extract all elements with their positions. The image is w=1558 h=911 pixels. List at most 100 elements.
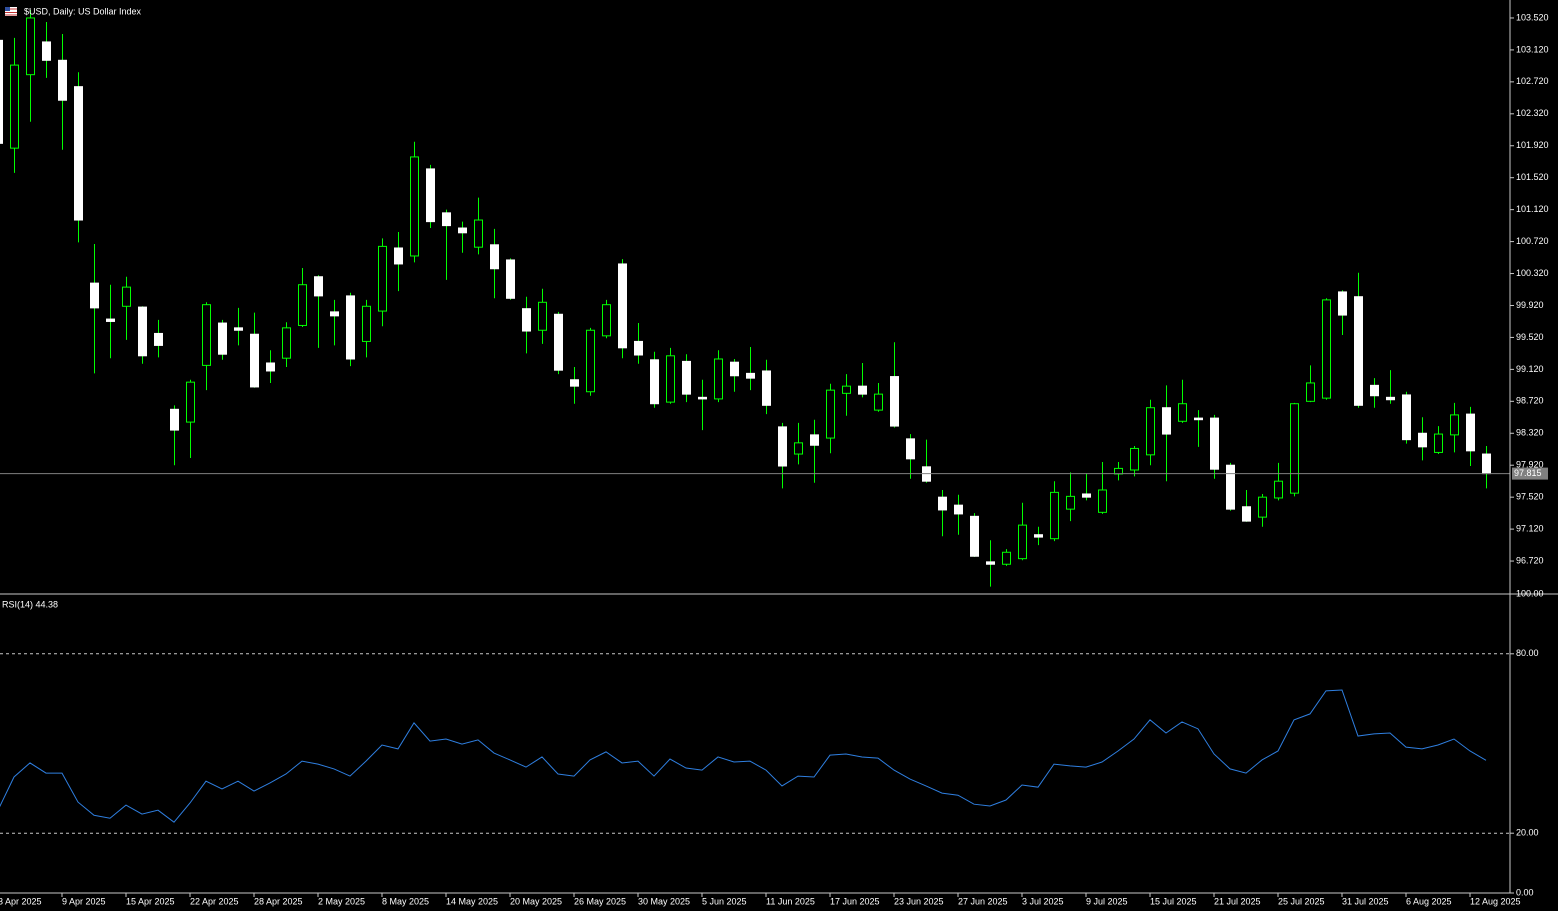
candle-body xyxy=(1210,417,1219,470)
candle-body xyxy=(1370,384,1379,397)
candle-body xyxy=(1178,403,1187,422)
x-tick-label: 21 Jul 2025 xyxy=(1214,896,1261,906)
y-tick-label: 0.00 xyxy=(1516,887,1534,897)
y-tick-label: 100.320 xyxy=(1516,268,1549,278)
candle-body xyxy=(362,305,371,342)
indicator-title: RSI(14) 44.38 xyxy=(2,599,58,609)
candle-body xyxy=(1066,495,1075,510)
x-tick-label: 6 Aug 2025 xyxy=(1406,896,1452,906)
candle-body xyxy=(298,284,307,326)
candle-body xyxy=(122,286,131,307)
candle-body xyxy=(970,515,979,557)
candle-body xyxy=(26,17,35,76)
y-tick-label: 101.120 xyxy=(1516,204,1549,214)
x-tick-label: 8 May 2025 xyxy=(382,896,429,906)
flag-canton xyxy=(5,7,10,11)
y-tick-label: 100.00 xyxy=(1516,588,1544,598)
candle-body xyxy=(1402,394,1411,441)
candle-body xyxy=(186,381,195,423)
y-tick-label: 99.120 xyxy=(1516,364,1544,374)
last-price-box xyxy=(1512,467,1548,480)
y-tick-label: 96.720 xyxy=(1516,555,1544,565)
candle-body xyxy=(810,434,819,446)
candle-body xyxy=(1306,382,1315,402)
candle-body xyxy=(506,259,515,299)
x-tick-label: 14 May 2025 xyxy=(446,896,498,906)
y-tick-label: 97.520 xyxy=(1516,492,1544,502)
candle-body xyxy=(490,244,499,270)
candle-body xyxy=(1338,291,1347,316)
candle-body xyxy=(58,59,67,101)
candle-body xyxy=(1482,453,1491,475)
candle-body xyxy=(634,340,643,356)
y-tick-label: 97.920 xyxy=(1516,460,1544,470)
last-price-label: 97.815 xyxy=(1514,468,1542,478)
candle-body xyxy=(282,327,291,359)
candle-body xyxy=(1082,493,1091,498)
candle-body xyxy=(10,64,19,149)
rsi-line xyxy=(0,689,1487,823)
candle-body xyxy=(1034,534,1043,538)
x-tick-label: 12 Aug 2025 xyxy=(1470,896,1521,906)
y-tick-label: 102.720 xyxy=(1516,76,1549,86)
x-tick-label: 15 Jul 2025 xyxy=(1150,896,1197,906)
x-tick-label: 28 Apr 2025 xyxy=(254,896,303,906)
x-tick-label: 17 Jun 2025 xyxy=(830,896,880,906)
candle-body xyxy=(0,39,3,144)
candle-body xyxy=(906,438,915,460)
candle-body xyxy=(378,245,387,312)
candle-body xyxy=(1162,407,1171,435)
candle-body xyxy=(650,359,659,405)
y-tick-label: 99.520 xyxy=(1516,332,1544,342)
y-tick-label: 103.520 xyxy=(1516,12,1549,22)
candle-body xyxy=(1258,496,1267,518)
candle-body xyxy=(170,408,179,431)
x-tick-label: 30 May 2025 xyxy=(638,896,690,906)
candle-body xyxy=(1098,489,1107,513)
candle-body xyxy=(314,276,323,297)
candle-body xyxy=(714,358,723,400)
y-tick-label: 101.920 xyxy=(1516,140,1549,150)
candle-body xyxy=(106,318,115,322)
candle-body xyxy=(938,496,947,511)
candle-body xyxy=(458,227,467,234)
candle-body xyxy=(842,385,851,394)
flag-icon xyxy=(5,7,17,16)
candle-body xyxy=(1450,414,1459,436)
candle-body xyxy=(1274,480,1283,499)
y-tick-label: 98.720 xyxy=(1516,396,1544,406)
candle-body xyxy=(762,370,771,406)
x-tick-label: 26 May 2025 xyxy=(574,896,626,906)
candle-body xyxy=(138,306,147,357)
x-tick-label: 20 May 2025 xyxy=(510,896,562,906)
candle-body xyxy=(330,311,339,317)
candle-body xyxy=(90,282,99,309)
y-tick-label: 99.920 xyxy=(1516,300,1544,310)
x-tick-label: 5 Jun 2025 xyxy=(702,896,747,906)
candle-body xyxy=(250,333,259,388)
candle-body xyxy=(1130,447,1139,471)
candle-body xyxy=(986,561,995,565)
y-tick-label: 98.320 xyxy=(1516,428,1544,438)
candle-body xyxy=(1226,464,1235,510)
candle-body xyxy=(234,327,243,331)
candle-body xyxy=(1002,551,1011,565)
x-tick-label: 3 Apr 2025 xyxy=(0,896,42,906)
candle-body xyxy=(202,304,211,366)
x-tick-label: 22 Apr 2025 xyxy=(190,896,239,906)
candle-body xyxy=(522,308,531,332)
plot-area xyxy=(0,9,1510,834)
x-tick-label: 23 Jun 2025 xyxy=(894,896,944,906)
candle-body xyxy=(618,263,627,349)
candle-body xyxy=(1050,491,1059,540)
candle-body xyxy=(858,385,867,395)
candle-body xyxy=(394,247,403,265)
candle-body xyxy=(826,389,835,439)
candle-body xyxy=(1290,403,1299,494)
y-tick-label: 102.320 xyxy=(1516,108,1549,118)
candle-body xyxy=(346,295,355,360)
candle-body xyxy=(586,329,595,393)
candle-body xyxy=(874,393,883,411)
candle-body xyxy=(698,396,707,400)
candle-body xyxy=(266,362,275,372)
